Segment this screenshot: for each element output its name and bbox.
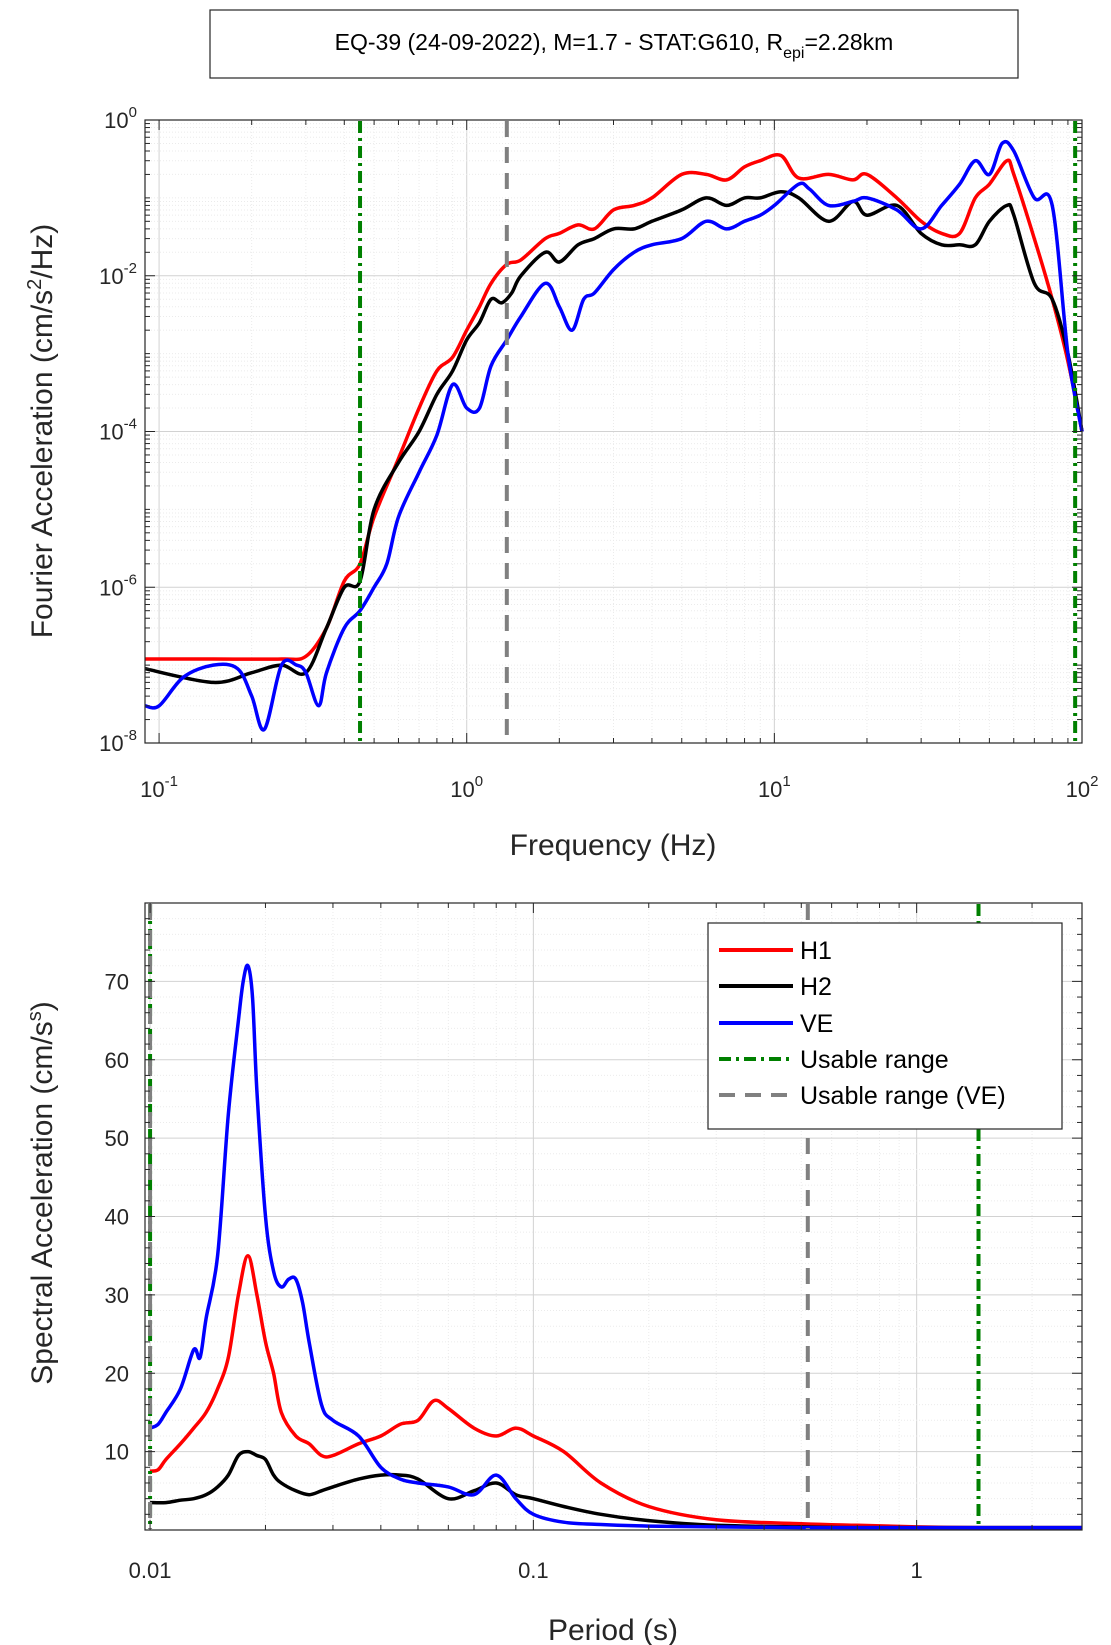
x-tick-label: 102 bbox=[1066, 773, 1099, 802]
y-tick-label: 10 bbox=[105, 1440, 129, 1465]
series-line-h1 bbox=[144, 153, 1084, 662]
y-tick-label: 10-2 bbox=[99, 260, 137, 289]
x-tick-label: 10-1 bbox=[140, 773, 178, 802]
legend-label-ve: VE bbox=[800, 1010, 833, 1038]
y-tick-label: 10-8 bbox=[99, 727, 137, 756]
legend-label-h1: H1 bbox=[800, 937, 832, 965]
y-tick-label: 100 bbox=[104, 104, 137, 133]
x-tick-label: 1 bbox=[911, 1558, 923, 1583]
x-tick-label: 100 bbox=[450, 773, 483, 802]
x-tick-label: 101 bbox=[758, 773, 791, 802]
title-box bbox=[209, 9, 1019, 79]
y-tick-label: 20 bbox=[105, 1361, 129, 1386]
legend-label-usable-ve: Usable range (VE) bbox=[800, 1082, 1006, 1110]
y-tick-label: 10-4 bbox=[99, 416, 137, 445]
fourier-ticks: 10-8 10-6 10-4 10-2 100 10-1 100 101 102 bbox=[99, 104, 1098, 802]
fourier-ylabel: Fourier Acceleration (cm/s2/Hz) bbox=[24, 224, 59, 639]
y-tick-label: 70 bbox=[105, 969, 129, 994]
y-tick-label: 10-6 bbox=[99, 571, 137, 600]
series-line-ve bbox=[149, 963, 1082, 1530]
spectral-ylabel: Spectral Acceleration (cm/ss) bbox=[24, 1001, 59, 1384]
y-tick-label: 30 bbox=[105, 1283, 129, 1308]
fourier-xlabel: Frequency (Hz) bbox=[510, 829, 717, 862]
fourier-series bbox=[144, 139, 1084, 732]
legend: H1 H2 VE Usable range Usable range (VE) bbox=[707, 922, 1063, 1130]
legend-box bbox=[707, 922, 1063, 1130]
x-tick-label: 0.01 bbox=[129, 1558, 172, 1583]
legend-label-h2: H2 bbox=[800, 973, 832, 1001]
x-tick-label: 0.1 bbox=[518, 1558, 549, 1583]
spectral-plot: 10 20 30 40 50 60 70 0.01 0.1 1 Period (s) Spectr… bbox=[24, 902, 1083, 1645]
chart-title: EQ-39 (24-09-2022), M=1.7 - STAT:G610, R… bbox=[335, 29, 894, 62]
fourier-plot: 10-8 10-6 10-4 10-2 100 10-1 100 101 102 Frequen… bbox=[24, 104, 1098, 862]
y-tick-label: 50 bbox=[105, 1126, 129, 1151]
y-tick-label: 60 bbox=[105, 1048, 129, 1073]
spectral-series bbox=[149, 963, 1082, 1530]
spectral-ticks: 10 20 30 40 50 60 70 0.01 0.1 1 bbox=[105, 903, 1082, 1583]
y-tick-label: 40 bbox=[105, 1205, 129, 1230]
legend-label-usable: Usable range bbox=[800, 1046, 949, 1074]
spectral-xlabel: Period (s) bbox=[548, 1614, 678, 1645]
series-line-h2 bbox=[144, 189, 1084, 685]
fourier-grid bbox=[144, 119, 1083, 744]
series-line-ve bbox=[144, 139, 1084, 732]
series-line-h1 bbox=[149, 1253, 1082, 1530]
